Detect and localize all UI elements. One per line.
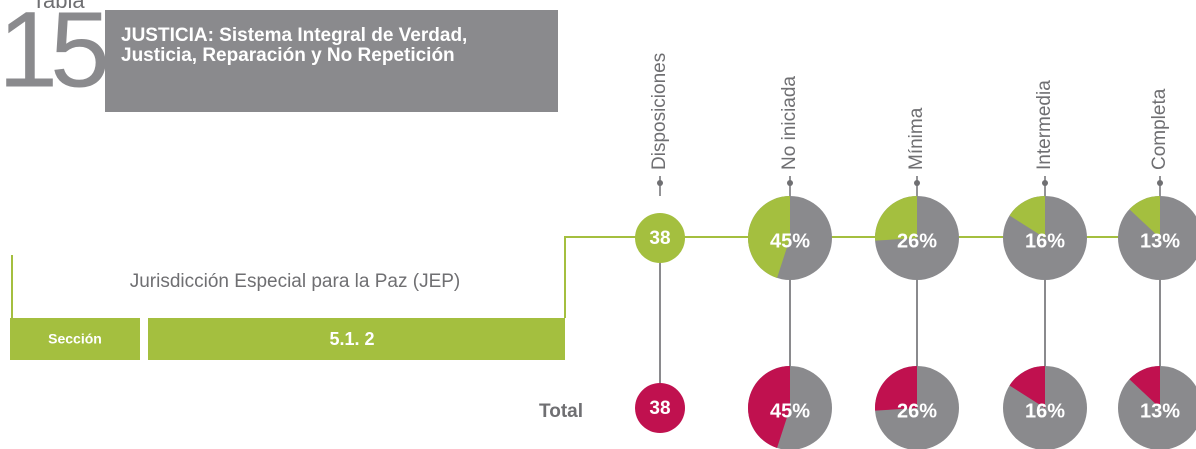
leader-dot xyxy=(787,180,793,186)
section-label: Sección xyxy=(48,331,102,347)
column-header: No iniciada xyxy=(779,76,800,170)
table-label: Tabla xyxy=(32,0,85,13)
pie-label: 13% xyxy=(1140,230,1180,252)
pie-label: 16% xyxy=(1025,400,1065,422)
count-circle xyxy=(635,383,685,433)
pie-slice xyxy=(748,196,790,278)
table-number: 15 xyxy=(0,0,106,110)
table-title: JUSTICIA: Sistema Integral de Verdad, Ju… xyxy=(105,10,558,112)
count: 38 xyxy=(649,228,670,249)
pie-label: 13% xyxy=(1140,400,1180,422)
column-header: Mínima xyxy=(906,107,927,170)
count: 38 xyxy=(649,398,670,419)
section-box xyxy=(148,318,565,360)
pie-slice xyxy=(1009,196,1045,238)
section: 5.1. 2 xyxy=(329,329,374,349)
pie-label: 16% xyxy=(1025,230,1065,252)
pie-slice xyxy=(875,366,917,411)
pie-label: 26% xyxy=(897,230,937,252)
column-header: Intermedia xyxy=(1034,80,1055,170)
pie-slice xyxy=(748,366,790,448)
leader-dot xyxy=(914,180,920,186)
leader-dot xyxy=(1042,180,1048,186)
pie-slice xyxy=(1009,366,1045,408)
row-name: Jurisdicción Especial para la Paz (JEP) xyxy=(130,271,461,292)
pie-background xyxy=(1118,196,1196,280)
pie-label: 45% xyxy=(770,230,810,252)
column-header: Completa xyxy=(1149,88,1170,170)
leader-dot xyxy=(657,180,663,186)
total-label: Total xyxy=(539,401,583,422)
count-circle xyxy=(635,213,685,263)
section-label-box xyxy=(10,318,140,360)
pie-label: 26% xyxy=(897,400,937,422)
leader-dot xyxy=(1157,180,1163,186)
pie-slice xyxy=(1129,366,1160,408)
connector xyxy=(11,236,1196,318)
column-header: Disposiciones xyxy=(649,53,670,170)
pie-slice xyxy=(1129,196,1160,238)
pie-label: 45% xyxy=(770,400,810,422)
pie-slice xyxy=(875,196,917,241)
